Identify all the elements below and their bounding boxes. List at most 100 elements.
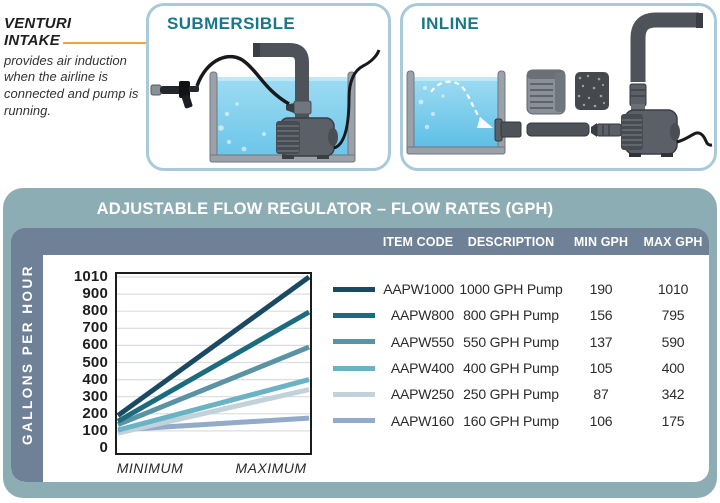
tank-bottom [406, 146, 506, 155]
callout-line-horizontal [63, 42, 169, 44]
cell-min: 190 [589, 281, 613, 298]
venturi-note-title: VENTURI INTAKE [4, 15, 144, 50]
cell-min: 156 [589, 307, 613, 324]
column-header: MIN GPH [573, 234, 629, 249]
y-axis-title-band: GALLONS PER HOUR [11, 228, 43, 482]
x-label-minimum: MINIMUM [116, 460, 184, 476]
y-tick-label: 400 [82, 370, 108, 388]
series-line-AAPW800 [117, 309, 310, 424]
flow-chart [115, 272, 312, 455]
inline-pump [621, 104, 680, 157]
flow-rates-body: ITEM CODE DESCRIPTION MIN GPH MAX GPH GALLO… [11, 228, 709, 482]
column-header: DESCRIPTION [467, 234, 555, 249]
airline-barb [286, 103, 294, 113]
series-color-swatch [333, 286, 375, 292]
cell-desc: 1000 GPH Pump [459, 281, 563, 298]
cell-code: AAPW1000 [383, 281, 454, 298]
cell-min: 106 [589, 412, 613, 429]
series-color-swatch [333, 339, 375, 345]
table-row: AAPW160 160 GPH Pump 106 175 [330, 407, 709, 433]
bubbles [218, 102, 266, 152]
flow-arrow [430, 80, 484, 123]
cell-desc: 550 GPH Pump [463, 333, 559, 350]
series-line-AAPW250 [117, 387, 310, 436]
inline-panel-title: INLINE [421, 14, 480, 33]
flow-arrowhead [477, 117, 493, 128]
table-row: AAPW550 550 GPH Pump 137 590 [330, 329, 709, 355]
flow-rate-table: AAPW1000 1000 GPH Pump 190 1010 AAPW800 800 G… [330, 276, 709, 434]
power-cord [676, 131, 713, 147]
y-tick-label: 700 [82, 319, 108, 337]
venturi-intake-assembly [150, 81, 199, 109]
venturi-title-line1: VENTURI [4, 15, 72, 32]
cell-code: AAPW800 [390, 307, 454, 324]
submersible-diagram [150, 43, 381, 163]
y-tick-label: 0 [99, 439, 108, 456]
column-header: MAX GPH [643, 234, 703, 249]
pipe-opening [253, 43, 260, 57]
tank-left-wall [406, 70, 415, 155]
outlet-pipe [259, 43, 309, 118]
cell-desc: 800 GPH Pump [463, 307, 559, 324]
table-row: AAPW400 400 GPH Pump 105 400 [330, 355, 709, 381]
series-color-swatch [333, 312, 375, 318]
series-color-swatch [333, 391, 375, 397]
pipe-opening [696, 13, 703, 28]
tank-right-wall [497, 70, 506, 155]
submersible-panel: SUBMERSIBLE [146, 3, 391, 171]
series-color-swatch [333, 418, 375, 424]
outlet-pipe [630, 12, 699, 82]
x-label-maximum: MAXIMUM [235, 460, 307, 476]
cell-code: AAPW160 [390, 412, 454, 429]
table-header-band: ITEM CODE DESCRIPTION MIN GPH MAX GPH [11, 228, 709, 255]
series-line-AAPW550 [117, 344, 310, 427]
y-tick-label: 900 [82, 285, 108, 303]
y-axis-ticks: 0 100 200 300 400 500 600 700 800 900 1010 [41, 268, 108, 456]
cell-max: 590 [661, 333, 685, 350]
bulkhead-fitting [500, 121, 522, 138]
submersible-pump [276, 117, 338, 159]
strainer-cage [526, 69, 566, 115]
cell-desc: 160 GPH Pump [463, 412, 559, 429]
cell-code: AAPW250 [390, 386, 454, 403]
table-header-row: ITEM CODE DESCRIPTION MIN GPH MAX GPH [330, 228, 709, 255]
cell-min: 137 [589, 333, 613, 350]
series-color-swatch [333, 365, 375, 371]
airline-tube [195, 54, 290, 106]
power-cord [333, 49, 381, 150]
venturi-title-line2: INTAKE [4, 31, 60, 49]
cell-min: 87 [593, 386, 609, 403]
water [414, 77, 498, 147]
cell-max: 342 [661, 386, 685, 403]
flow-rates-panel: ADJUSTABLE FLOW REGULATOR – FLOW RATES (… [3, 188, 717, 498]
cell-max: 400 [661, 360, 685, 377]
cell-code: AAPW400 [390, 360, 454, 377]
outlet-adapter [629, 83, 647, 107]
flow-chart-canvas [117, 274, 310, 436]
series-line-AAPW1000 [117, 274, 310, 418]
cell-desc: 400 GPH Pump [463, 360, 559, 377]
inline-panel: INLINE [400, 3, 717, 171]
cell-desc: 250 GPH Pump [463, 386, 559, 403]
y-tick-label: 200 [82, 404, 108, 422]
y-axis-title: GALLONS PER HOUR [19, 264, 35, 446]
inline-diagram [406, 12, 713, 157]
flow-rates-title: ADJUSTABLE FLOW REGULATOR – FLOW RATES (… [96, 200, 554, 218]
tank-left-wall [209, 71, 218, 163]
foam-filter [575, 72, 609, 110]
bubbles [418, 86, 445, 130]
table-row: AAPW1000 1000 GPH Pump 190 1010 [330, 276, 709, 302]
y-tick-label: 100 [82, 421, 108, 439]
y-tick-label: 600 [82, 336, 108, 354]
y-tick-label: 800 [82, 302, 108, 320]
y-tick-label: 1010 [73, 268, 108, 285]
y-tick-label: 300 [82, 387, 108, 405]
y-tick-label: 500 [82, 353, 108, 371]
submersible-panel-title: SUBMERSIBLE [167, 14, 296, 33]
table-row: AAPW250 250 GPH Pump 87 342 [330, 381, 709, 407]
cell-max: 1010 [657, 281, 689, 298]
cell-max: 795 [661, 307, 685, 324]
table-row: AAPW800 800 GPH Pump 156 795 [330, 302, 709, 328]
column-header: ITEM CODE [382, 234, 454, 249]
